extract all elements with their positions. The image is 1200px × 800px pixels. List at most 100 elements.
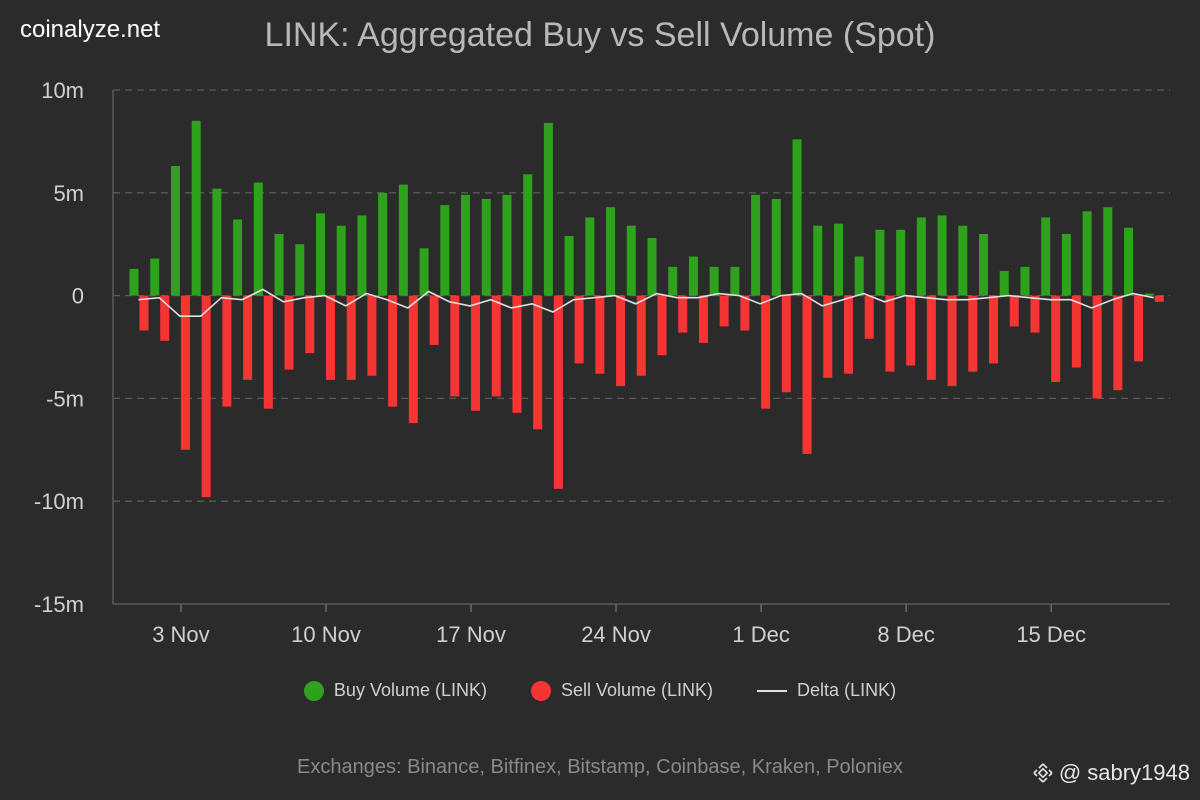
buy-bar (315, 213, 325, 296)
sell-bar (305, 295, 315, 354)
y-tick-label: -10m (34, 489, 84, 514)
y-tick-label: 0 (72, 284, 84, 309)
exchanges-footer: Exchanges: Binance, Bitfinex, Bitstamp, … (297, 756, 903, 778)
buy-bar (481, 198, 491, 296)
sell-bar (926, 295, 936, 380)
delta-line (138, 288, 1154, 317)
sell-bar (1071, 295, 1081, 368)
buy-bar (916, 217, 926, 296)
sell-bar (491, 295, 501, 397)
x-tick-label: 3 Nov (152, 622, 209, 647)
bar-series (129, 120, 1164, 498)
buy-bar (751, 194, 761, 296)
sell-bar (1154, 295, 1164, 302)
buy-bar (647, 238, 657, 296)
sell-bar (740, 295, 750, 331)
sell-bar (284, 295, 294, 370)
buy-bar (937, 215, 947, 296)
sell-bar (201, 295, 211, 498)
sell-bar (1134, 295, 1144, 362)
buy-bar (1020, 266, 1030, 296)
sell-bar (843, 295, 853, 374)
buy-bar (170, 166, 180, 296)
buy-bar (979, 233, 989, 296)
buy-bar (999, 270, 1009, 296)
x-axis: 3 Nov 10 Nov 17 Nov 24 Nov 1 Dec 8 Dec 15 Dec (112, 90, 1170, 647)
buy-bar (543, 122, 553, 296)
sell-bar (802, 295, 812, 454)
buy-bar (606, 207, 616, 296)
sell-bar (657, 295, 667, 356)
buy-bar (1103, 207, 1113, 296)
y-axis: 10m 5m 0 -5m -10m -15m (34, 78, 84, 617)
buy-bar (398, 184, 408, 296)
sell-bar (263, 295, 273, 409)
buy-bar (150, 258, 160, 296)
legend: Buy Volume (LINK) Sell Volume (LINK) Del… (0, 680, 1200, 701)
buy-bar (502, 194, 512, 296)
y-tick-label: 5m (53, 181, 84, 206)
sell-bar (698, 295, 708, 343)
sell-bar (512, 295, 522, 413)
buy-bar (212, 188, 222, 296)
legend-dot-icon (530, 680, 551, 701)
buy-bar (253, 182, 263, 296)
y-tick-label: -5m (46, 386, 84, 411)
sell-bar (595, 295, 605, 374)
buy-bar (813, 225, 823, 296)
sell-bar (533, 295, 543, 430)
sell-bar (450, 295, 460, 397)
sell-bar (1009, 295, 1019, 327)
sell-bar (160, 295, 170, 341)
legend-label: Delta (LINK) (797, 680, 897, 700)
y-tick-label: 10m (41, 78, 84, 103)
sell-bar (885, 295, 895, 372)
sell-bar (989, 295, 999, 364)
legend-line-icon (757, 689, 788, 692)
sell-bar (823, 295, 833, 378)
legend-item-buy[interactable]: Buy Volume (LINK) (303, 680, 487, 701)
sell-bar (1030, 295, 1040, 333)
sell-bar (222, 295, 232, 407)
sell-bar (781, 295, 791, 393)
legend-item-delta[interactable]: Delta (LINK) (757, 680, 896, 701)
sell-bar (761, 295, 771, 409)
buy-bar (854, 256, 864, 296)
buy-bar (958, 225, 968, 296)
watermark-at: @ (1058, 760, 1082, 785)
sell-bar (367, 295, 377, 376)
x-tick-label: 1 Dec (732, 622, 789, 647)
sell-bar (471, 295, 481, 411)
sell-bar (1092, 295, 1102, 399)
sell-bar (429, 295, 439, 345)
x-tick-label: 8 Dec (877, 622, 934, 647)
buy-bar (792, 139, 802, 296)
delta-series (138, 288, 1154, 317)
chart-title: LINK: Aggregated Buy vs Sell Volume (Spo… (264, 16, 936, 54)
buy-bar (191, 120, 201, 296)
buy-bar (668, 266, 678, 296)
buy-bar (357, 215, 367, 296)
brand-logo-text[interactable]: coinalyze.net (20, 16, 161, 43)
sell-bar (864, 295, 874, 339)
legend-label: Sell Volume (LINK) (560, 680, 714, 700)
sell-bar (574, 295, 584, 364)
buy-bar (1061, 233, 1071, 296)
buy-bar (378, 192, 388, 296)
buy-bar (1082, 211, 1092, 296)
legend-item-sell[interactable]: Sell Volume (LINK) (530, 680, 714, 701)
legend-dot-icon (303, 680, 324, 701)
legend-label: Buy Volume (LINK) (333, 680, 487, 700)
buy-bar (523, 174, 533, 296)
sell-bar (1051, 295, 1061, 382)
buy-bar (833, 223, 843, 296)
sell-bar (388, 295, 398, 407)
buy-bar (295, 244, 305, 296)
sell-bar (616, 295, 626, 387)
watermark: @ sabry1948 (1033, 760, 1190, 786)
buy-bar (585, 217, 595, 296)
buy-bar (688, 256, 698, 296)
sell-bar (325, 295, 335, 380)
sell-bar (346, 295, 356, 380)
sell-bar (906, 295, 916, 366)
